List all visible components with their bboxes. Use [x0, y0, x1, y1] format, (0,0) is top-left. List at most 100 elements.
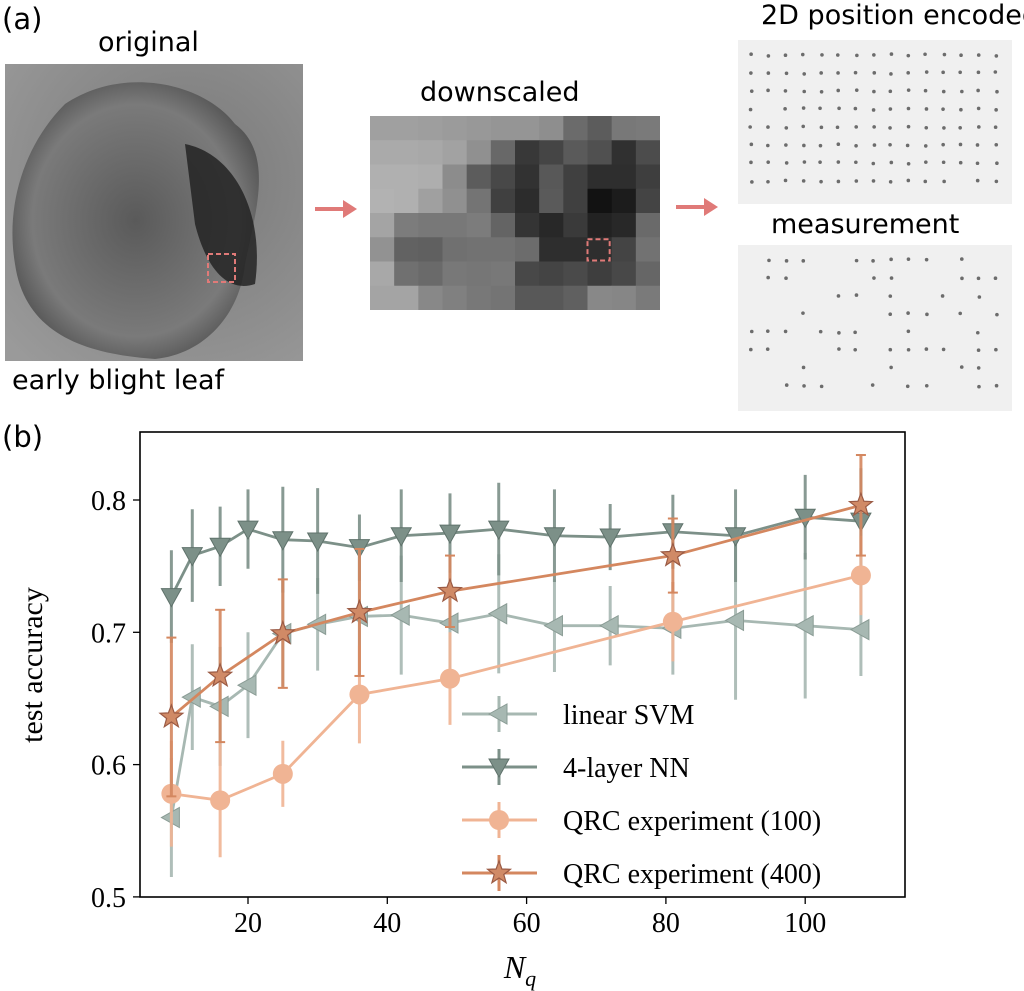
atom-dot — [976, 348, 981, 352]
marker-star — [158, 703, 185, 729]
atom-dot — [942, 126, 946, 130]
pixel — [587, 213, 613, 238]
pixel — [515, 164, 540, 190]
pixel — [442, 164, 468, 190]
x-axis-label: Nq — [503, 949, 536, 991]
original-caption: early blight leaf — [12, 365, 225, 396]
atom-dot — [906, 311, 910, 315]
atom-dot — [818, 160, 822, 164]
marker-circle — [349, 684, 370, 705]
marker-triangle-down — [181, 547, 204, 567]
atom-dot — [888, 142, 892, 147]
atom-dot — [906, 71, 910, 75]
atom-dot — [976, 106, 981, 111]
marker-circle — [439, 668, 460, 689]
atom-dot — [994, 179, 999, 184]
atom-dot — [905, 384, 910, 389]
pixel — [539, 261, 564, 287]
atom-dot — [836, 71, 840, 75]
atom-dot — [836, 294, 841, 298]
original-title: original — [98, 27, 199, 58]
pixel — [611, 213, 637, 238]
pixel — [515, 213, 540, 238]
pixel — [611, 188, 637, 214]
pixel — [370, 237, 395, 262]
atom-dot — [977, 295, 982, 299]
marker-star — [207, 662, 234, 688]
pixel — [394, 237, 419, 262]
pixel — [466, 140, 492, 165]
pixel — [539, 213, 564, 238]
atom-dot — [888, 312, 893, 317]
atom-dot — [888, 294, 893, 298]
marker-triangle-down — [271, 531, 294, 551]
atom-dot — [958, 70, 962, 75]
pixel — [587, 164, 613, 190]
pixel — [466, 237, 492, 262]
atom-dot — [941, 107, 945, 111]
atom-dot — [888, 126, 892, 130]
pixel — [394, 213, 419, 238]
atom-dot — [854, 125, 859, 129]
pixel — [635, 140, 660, 165]
atom-dot — [749, 347, 753, 352]
marker-triangle-down — [543, 527, 566, 547]
measurement-title: measurement — [771, 209, 960, 240]
atom-dot — [923, 52, 927, 57]
pixel — [563, 237, 588, 262]
atom-dot — [801, 311, 805, 315]
legend-entry: 4-layer NN — [462, 749, 690, 785]
pixel — [490, 213, 516, 238]
marker-triangle-down — [237, 520, 259, 541]
atom-dot — [801, 259, 806, 263]
pixel — [418, 164, 443, 190]
highlight-box — [586, 238, 611, 262]
atom-dot — [994, 108, 998, 112]
atom-dot — [905, 143, 910, 148]
atom-dot — [889, 52, 894, 56]
atom-dot — [819, 384, 824, 389]
legend-label: QRC experiment (400) — [563, 859, 821, 890]
atom-dot — [888, 347, 893, 352]
atom-dot — [959, 53, 963, 58]
atom-dot — [889, 257, 893, 262]
y-axis-label: test accuracy — [16, 587, 49, 743]
atom-dot — [802, 384, 806, 388]
atom-dot — [819, 179, 823, 184]
marker-circle — [272, 763, 293, 784]
atom-dot — [767, 258, 771, 263]
atom-dot — [975, 143, 980, 147]
atom-dot — [872, 71, 877, 75]
pixel — [418, 237, 443, 262]
pixel — [587, 116, 613, 141]
pixel — [442, 237, 468, 262]
atom-dot — [818, 143, 823, 148]
atom-dot — [819, 89, 824, 94]
pixel — [418, 188, 443, 214]
atom-dot — [889, 160, 894, 165]
panel-b-label: (b) — [2, 420, 44, 454]
atom-dot — [924, 347, 929, 351]
atom-dot — [975, 330, 980, 335]
atom-dot — [906, 162, 911, 166]
atom-dot — [854, 258, 859, 263]
pixel — [635, 213, 660, 238]
atom-dot — [872, 89, 876, 94]
pixel — [466, 261, 492, 287]
pixel — [515, 285, 540, 310]
pixel — [587, 140, 613, 165]
atom-dot — [872, 53, 876, 57]
marker-star — [346, 598, 373, 624]
atom-dot — [800, 52, 805, 57]
series-qrc-experiment-400- — [158, 454, 874, 798]
marker-star — [659, 541, 686, 567]
atom-dot — [888, 89, 893, 94]
atom-dot — [750, 180, 754, 184]
pixel — [635, 261, 660, 287]
pixel — [442, 285, 468, 310]
atom-dot — [784, 71, 789, 76]
atom-dot — [784, 126, 789, 130]
atom-dot — [871, 161, 876, 166]
pixel — [515, 261, 540, 287]
